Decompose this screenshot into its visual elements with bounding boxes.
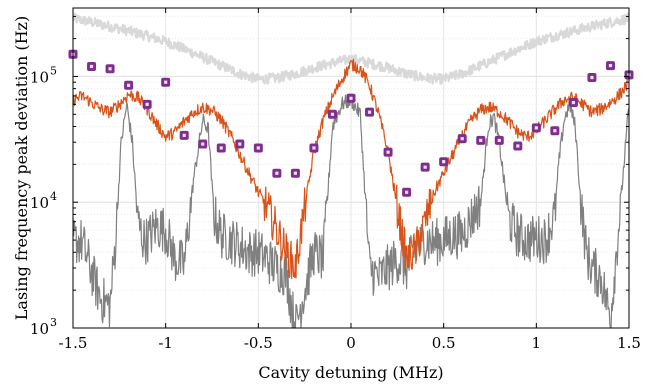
marker-point [161,77,171,87]
marker-point [290,168,300,178]
marker-point [531,123,541,133]
x-tick-label: 1.5 [617,334,641,352]
x-tick-label: 0.5 [432,334,456,352]
x-tick-label: -1.5 [59,334,88,352]
marker-point [587,73,597,83]
marker-point [439,157,449,167]
ticks [72,8,630,329]
marker-point [309,143,319,153]
y-tick-label: 10 [30,68,49,86]
y-tick-label-exponent: 5 [50,64,57,77]
marker-point [494,135,504,145]
marker-point [105,64,115,74]
marker-point [216,143,226,153]
marker-point [402,187,412,197]
marker-point [346,93,356,103]
marker-point [142,99,152,109]
x-axis-title: Cavity detuning (MHz) [258,363,443,382]
marker-point [235,139,245,149]
marker-point [327,109,337,119]
marker-point [272,168,282,178]
marker-point [365,107,375,117]
x-tick-label: 0 [346,334,356,352]
marker-layer [68,49,634,197]
marker-point [253,143,263,153]
marker-point [568,98,578,108]
marker-point [383,147,393,157]
marker-point [550,126,560,136]
marker-point [87,61,97,71]
series-line-0 [71,12,631,86]
marker-point [198,139,208,149]
x-tick-label: -1 [158,334,173,352]
y-tick-label: 10 [30,194,49,212]
marker-point [476,135,486,145]
x-tick-label: -0.5 [244,334,273,352]
y-tick-label-exponent: 4 [50,190,57,203]
y-tick-label: 10 [30,320,49,338]
marker-point [457,134,467,144]
marker-point [179,130,189,140]
x-tick-labels: -1.5 -1 -0.5 0 0.5 1 1.5 [59,334,641,352]
y-axis-title: Lasing frequency peak deviation (Hz) [12,16,31,320]
marker-point [605,61,615,71]
marker-point [124,80,134,90]
x-tick-label: 1 [532,334,542,352]
marker-point [513,141,523,151]
y-tick-label-exponent: 3 [50,316,57,329]
marker-point [420,162,430,172]
